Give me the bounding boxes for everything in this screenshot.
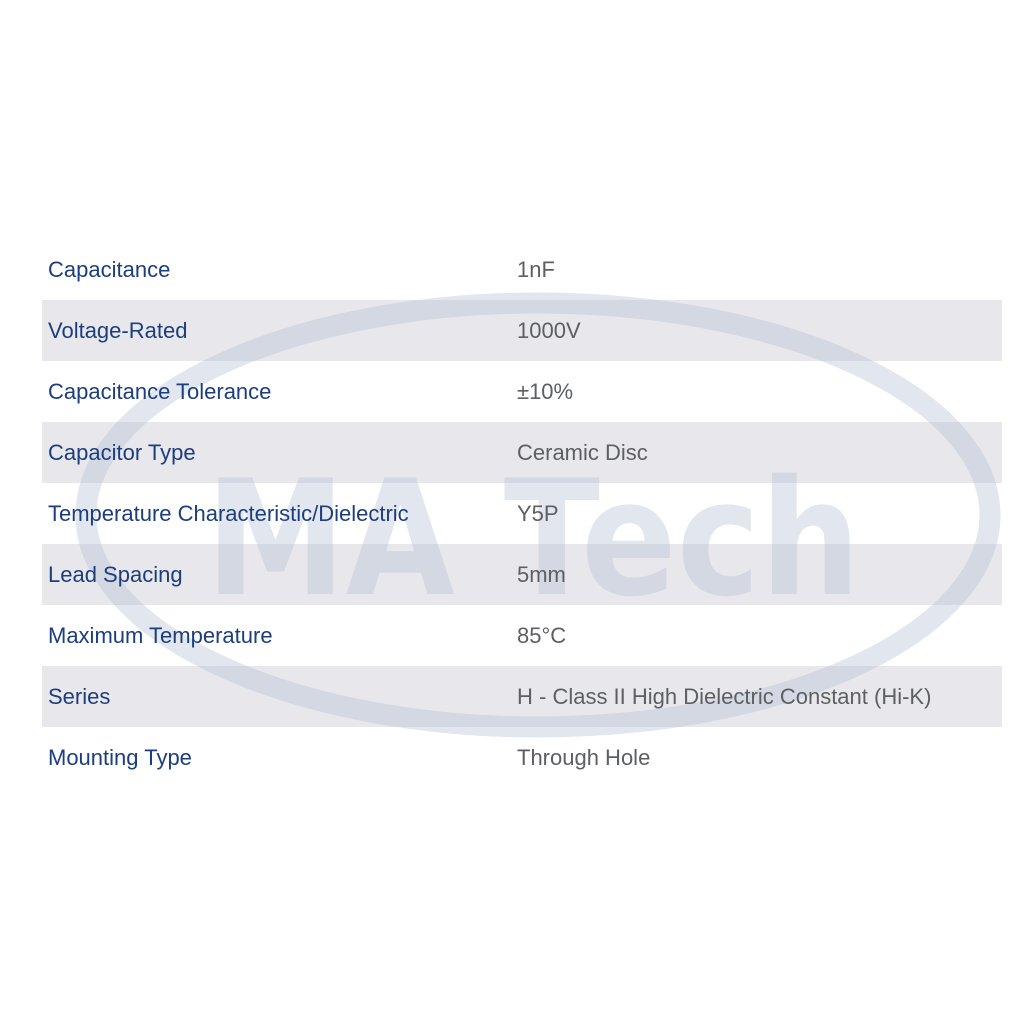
- spec-label: Capacitor Type: [48, 439, 196, 465]
- spec-row-mounting-type: Mounting Type Through Hole: [42, 727, 1002, 788]
- spec-label: Temperature Characteristic/Dielectric: [48, 500, 409, 526]
- spec-row-capacitance: Capacitance 1nF: [42, 239, 1002, 300]
- spec-label: Mounting Type: [48, 744, 192, 770]
- spec-row-voltage-rated: Voltage-Rated 1000V: [42, 300, 1002, 361]
- spec-value: Through Hole: [517, 744, 651, 770]
- spec-label: Series: [48, 683, 111, 709]
- spec-label: Capacitance Tolerance: [48, 378, 272, 404]
- spec-value: 5mm: [517, 561, 566, 587]
- spec-table: Capacitance 1nF Voltage-Rated 1000V Capa…: [42, 239, 1002, 788]
- spec-value: 1000V: [517, 317, 581, 343]
- spec-value: H - Class II High Dielectric Constant (H…: [517, 683, 932, 709]
- spec-label: Voltage-Rated: [48, 317, 188, 343]
- spec-label: Maximum Temperature: [48, 622, 273, 648]
- spec-row-series: Series H - Class II High Dielectric Cons…: [42, 666, 1002, 727]
- spec-label: Lead Spacing: [48, 561, 183, 587]
- spec-row-capacitor-type: Capacitor Type Ceramic Disc: [42, 422, 1002, 483]
- spec-value: Ceramic Disc: [517, 439, 648, 465]
- spec-value: 1nF: [517, 256, 555, 282]
- spec-row-lead-spacing: Lead Spacing 5mm: [42, 544, 1002, 605]
- spec-value: ±10%: [517, 378, 574, 404]
- spec-row-maximum-temperature: Maximum Temperature 85°C: [42, 605, 1002, 666]
- spec-label: Capacitance: [48, 256, 171, 282]
- spec-value: 85°C: [517, 622, 567, 648]
- spec-row-capacitance-tolerance: Capacitance Tolerance ±10%: [42, 361, 1002, 422]
- spec-row-temperature-characteristic: Temperature Characteristic/Dielectric Y5…: [42, 483, 1002, 544]
- spec-value: Y5P: [517, 500, 559, 526]
